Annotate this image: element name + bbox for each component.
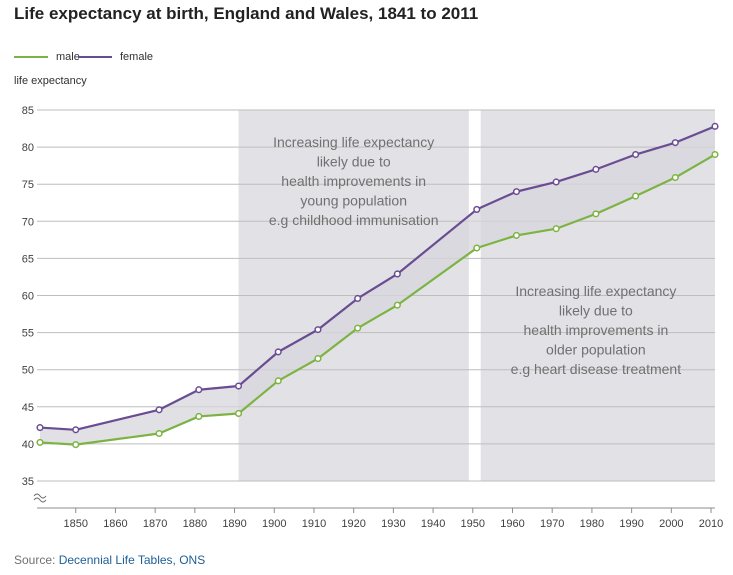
data-point-male: [393, 301, 401, 309]
y-tick-label: 55: [22, 328, 34, 340]
data-point-female: [632, 150, 640, 159]
axis-break-stroke: [33, 497, 47, 503]
annotation-line: health improvements in: [281, 173, 426, 189]
x-tick-label: 2010: [699, 518, 723, 530]
data-point-female: [473, 205, 481, 213]
annotation-line: Increasing life expectancy: [273, 134, 434, 150]
line-chart: 35 40 45 50 55 60 65 70 75 80 85 1850 1860 1870 1880 18…: [22, 105, 724, 530]
annotation-line: e.g childhood immunisation: [269, 212, 439, 228]
x-tick-label: 1920: [341, 518, 365, 530]
data-point-female: [36, 424, 44, 432]
data-point-male: [632, 192, 640, 200]
x-tick-label: 1860: [103, 518, 127, 530]
axis-break-icon: [33, 493, 47, 503]
annotation-line: young population: [300, 193, 407, 209]
gap-band-area: [40, 126, 715, 445]
y-tick-label: 35: [22, 476, 34, 488]
series-line-female: [39, 125, 716, 431]
data-point-female: [72, 426, 80, 434]
data-point-male: [234, 409, 243, 418]
y-tick-label: 40: [22, 439, 34, 451]
y-tick-label: 45: [22, 402, 34, 414]
y-tick-label: 60: [22, 291, 34, 303]
y-tick-label: 80: [22, 142, 34, 154]
x-tick-label: 1890: [222, 518, 246, 530]
data-point-female: [592, 165, 600, 173]
data-point-male: [512, 231, 521, 239]
data-point-male: [671, 173, 679, 182]
source-note: Source: Decennial Life Tables, ONS: [14, 553, 205, 567]
annotation-line: likely due to: [317, 154, 391, 170]
y-tick-label: 65: [22, 253, 34, 265]
y-tick-label: 85: [22, 105, 34, 117]
data-point-female: [671, 139, 679, 147]
data-point-female: [393, 270, 401, 278]
data-point-male: [314, 355, 322, 363]
axis-break-stroke: [33, 493, 47, 499]
x-tick-label: 1910: [302, 518, 326, 530]
data-point-male: [592, 210, 600, 218]
x-tick-label: 1960: [500, 518, 524, 530]
legend-swatch-female: [78, 56, 112, 58]
annotation-text-1: Increasing life expectancy likely due to h…: [269, 134, 439, 228]
x-tick-label: 1940: [421, 518, 445, 530]
annotation-line: older population: [546, 342, 646, 358]
annotation-line: likely due to: [559, 303, 633, 319]
series-line-male: [39, 153, 716, 446]
legend-item-female: female: [78, 51, 153, 63]
annotation-text-2: Increasing life expectancy likely due to h…: [511, 283, 682, 377]
data-point-male: [552, 225, 560, 233]
data-point-male: [354, 324, 362, 332]
data-point-male: [195, 412, 203, 420]
y-tick-label: 50: [22, 365, 34, 377]
source-prefix: Source:: [14, 553, 59, 567]
legend-label-male: male: [56, 51, 80, 63]
x-tick-label: 2000: [659, 518, 683, 530]
source-link[interactable]: Decennial Life Tables, ONS: [58, 553, 206, 567]
x-tick-label: 1950: [461, 518, 485, 530]
legend-item-male: male: [14, 51, 80, 63]
annotation-line: health improvements in: [524, 322, 669, 338]
x-tick-label: 1870: [143, 518, 167, 530]
data-point-female: [274, 348, 282, 356]
y-axis-title: life expectancy: [14, 75, 87, 87]
x-tick-label: 1990: [619, 518, 643, 530]
y-tick-label: 75: [22, 179, 34, 191]
data-point-female: [512, 188, 521, 196]
x-tick-label: 1980: [580, 518, 604, 530]
chart-title: Life expectancy at birth, England and Wa…: [14, 4, 479, 23]
data-point-male: [711, 150, 719, 159]
legend-swatch-male: [14, 56, 48, 58]
data-point-male: [274, 377, 282, 385]
x-tick-label: 1850: [63, 518, 87, 530]
data-point-female: [314, 326, 322, 334]
annotation-line: e.g heart disease treatment: [511, 361, 682, 377]
data-point-male: [72, 441, 80, 449]
data-point-male: [473, 244, 481, 252]
data-point-female: [354, 294, 362, 303]
x-tick-label: 1880: [183, 518, 207, 530]
data-point-female: [195, 386, 203, 394]
x-tick-label: 1930: [381, 518, 405, 530]
data-point-male: [36, 438, 44, 446]
data-point-female: [234, 382, 243, 390]
x-tick-label: 1970: [540, 518, 564, 530]
data-point-female: [552, 178, 560, 186]
x-tick-label: 1900: [262, 518, 286, 530]
annotation-line: Increasing life expectancy: [515, 283, 676, 299]
y-tick-label: 70: [22, 216, 34, 228]
data-point-male: [155, 429, 163, 438]
data-point-female: [711, 122, 719, 130]
legend-label-female: female: [120, 51, 154, 63]
data-point-female: [155, 406, 163, 414]
